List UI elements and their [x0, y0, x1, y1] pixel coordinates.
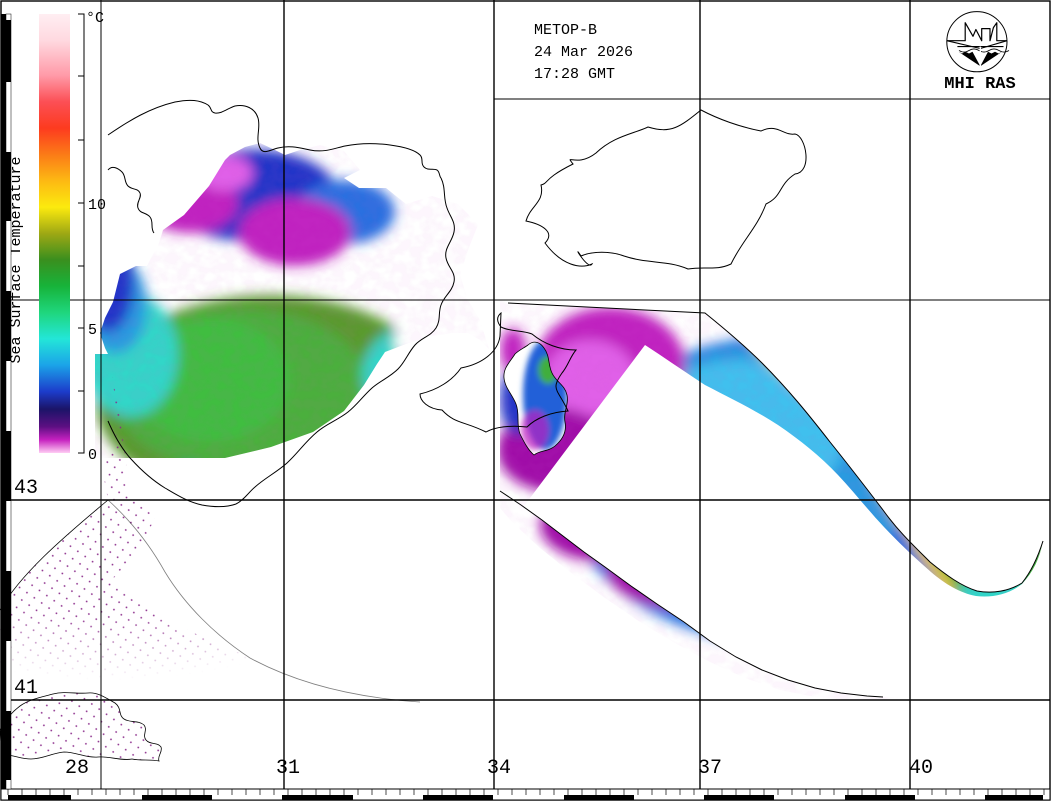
svg-text:28: 28 — [65, 757, 89, 780]
svg-text:°C: °C — [86, 10, 104, 27]
svg-text:37: 37 — [698, 757, 722, 780]
svg-text:MHI RAS: MHI RAS — [944, 75, 1015, 94]
svg-text:0: 0 — [88, 447, 97, 464]
svg-text:43: 43 — [14, 477, 38, 500]
svg-text:5: 5 — [88, 322, 97, 339]
svg-text:24 Mar 2026: 24 Mar 2026 — [534, 44, 633, 61]
svg-text:40: 40 — [909, 757, 933, 780]
svg-text:31: 31 — [276, 757, 300, 780]
svg-text:34: 34 — [487, 757, 511, 780]
svg-text:METOP-B: METOP-B — [534, 22, 597, 39]
svg-text:10: 10 — [88, 197, 106, 214]
svg-text:17:28 GMT: 17:28 GMT — [534, 66, 615, 83]
svg-text:41: 41 — [14, 677, 38, 700]
